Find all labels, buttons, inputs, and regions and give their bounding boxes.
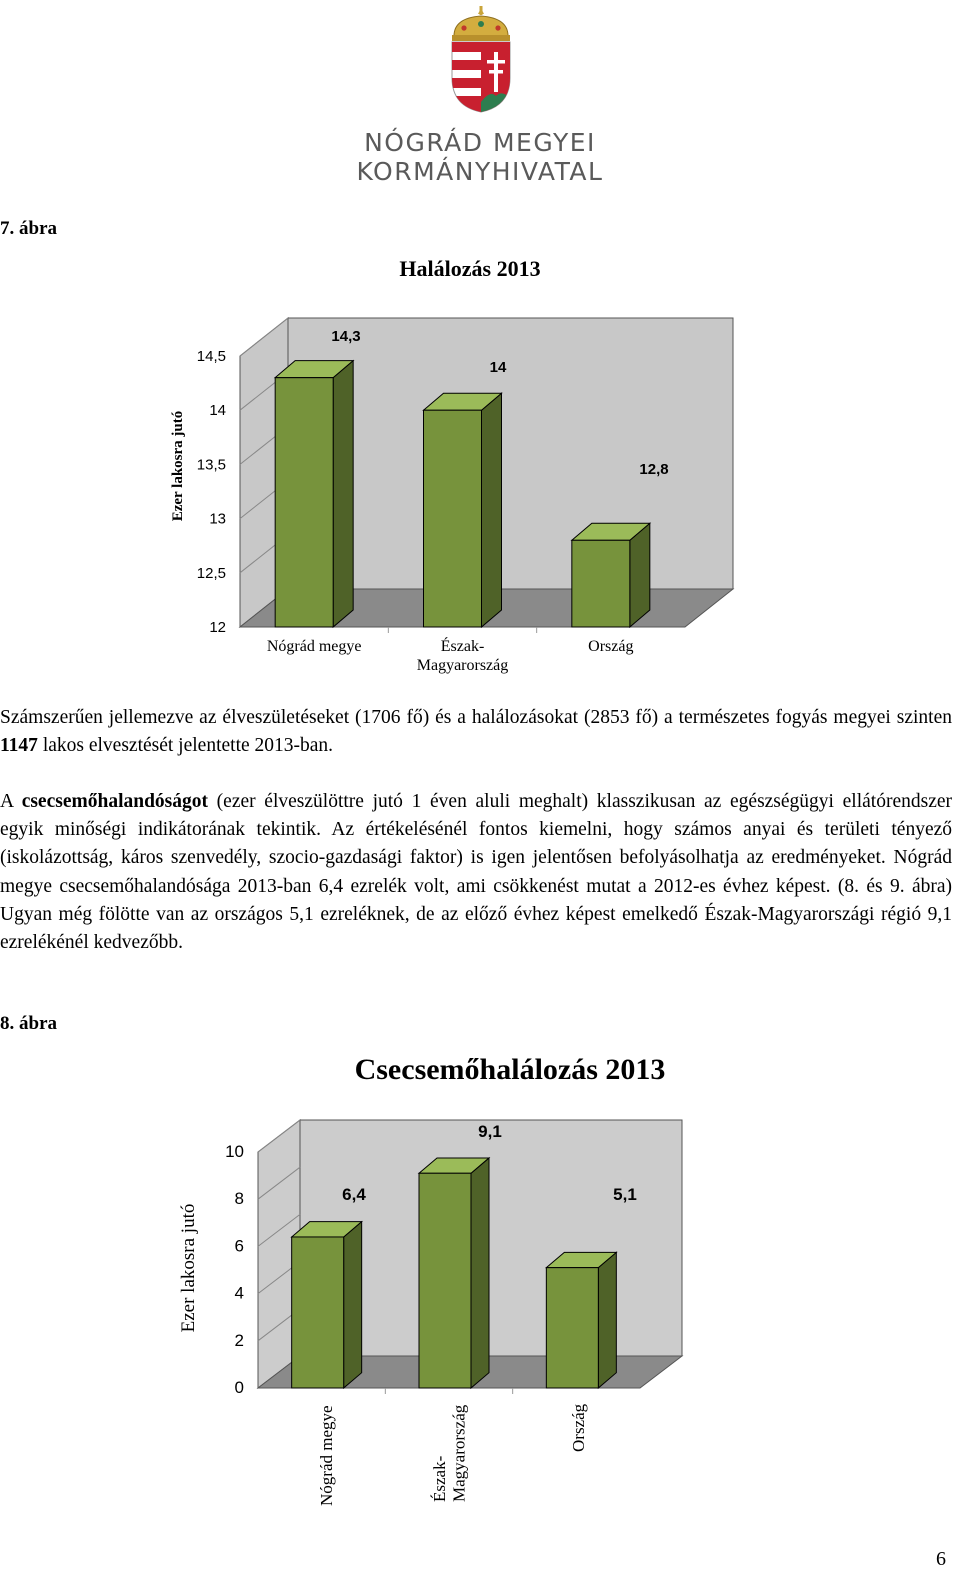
category-label: Nógrád megye (267, 638, 362, 655)
bar-side (470, 1156, 490, 1390)
coat-of-arms-logo (451, 6, 511, 113)
paragraph-1-text-a: Számszerűen jellemezve az élveszületések… (0, 707, 952, 728)
org-name-line1: NÓGRÁD MEGYEI (364, 128, 596, 157)
page-number: 6 (936, 1548, 946, 1570)
figure-7-label: 7. ábra (0, 218, 57, 239)
bar-side (597, 1251, 617, 1390)
y-tick-label: 6 (235, 1236, 244, 1255)
y-gridline (239, 317, 289, 357)
y-tick-label: 12,5 (197, 565, 226, 582)
bar-side (343, 1220, 363, 1390)
data-label: 12,8 (639, 461, 668, 478)
category-label-line: Nógrád megye (317, 1405, 336, 1506)
figure-8-label: 8. ábra (0, 1013, 57, 1034)
chart-title: Halálozás 2013 (399, 256, 540, 281)
category-label-line: Nógrád megye (267, 638, 362, 655)
y-axis-label: Ezer lakosra jutó (170, 411, 186, 522)
y-tick-label: 0 (235, 1378, 244, 1397)
data-label: 9,1 (478, 1122, 502, 1141)
y-gridline (257, 1166, 301, 1200)
y-tick-label: 4 (235, 1284, 244, 1303)
category-label-line: Észak- (430, 1455, 449, 1502)
category-label: Ország (588, 638, 633, 655)
chart-title: Csecsemőhalálozás 2013 (355, 1053, 666, 1086)
bar (274, 377, 334, 628)
bar (545, 1267, 599, 1389)
paragraph-1: Számszerűen jellemezve az élveszületések… (0, 704, 952, 760)
category-label: Nógrád megye (317, 1405, 336, 1506)
y-tick-label: 10 (225, 1142, 244, 1161)
paragraph-1-text-b: lakos elvesztését jelentette 2013-ban. (37, 735, 334, 757)
bar (571, 539, 631, 628)
category-label: Ország (569, 1403, 588, 1452)
y-tick-label: 13 (209, 511, 226, 528)
y-tick-label: 12 (209, 619, 226, 636)
y-gridline (257, 1214, 301, 1247)
y-axis-label: Ezer lakosra jutó (178, 1204, 199, 1333)
mortality-chart: Halálozás 2013 12 12,5 13 13,5 14 14,5 Ezer lak… (170, 256, 735, 674)
category-label-line: Magyarország (450, 1404, 469, 1502)
y-tick-label: 8 (235, 1189, 244, 1208)
data-label: 14,3 (331, 328, 360, 345)
paragraph-2-bold: csecsemőhalandóságot (21, 791, 209, 812)
paragraph-2: A csecsemőhalandóságot (ezer élveszülött… (0, 788, 952, 957)
paragraph-2-text-b: (ezer élveszülöttre jutó 1 éven aluli me… (0, 791, 952, 954)
y-gridline (257, 1119, 301, 1153)
data-label: 14 (490, 359, 507, 376)
category-label: Észak-Magyarország (430, 1404, 469, 1502)
infant-mortality-chart: Csecsemőhalálozás 2013 0 2 4 6 8 10 Ezer lakosr… (178, 1053, 684, 1506)
paragraph-2-text-a: A (0, 791, 22, 812)
data-label: 5,1 (613, 1185, 637, 1204)
y-tick-label: 14,5 (197, 348, 226, 365)
bar (418, 1172, 472, 1389)
y-tick-label: 13,5 (197, 456, 226, 473)
data-label: 6,4 (342, 1185, 366, 1204)
category-label-line: Ország (569, 1403, 588, 1452)
category-label-line: Észak- (441, 636, 485, 655)
y-tick-label: 2 (235, 1331, 244, 1350)
bar (423, 409, 482, 628)
bar (291, 1236, 345, 1389)
category-label-line: Magyarország (417, 657, 509, 674)
paragraph-1-bold: 1147 (0, 735, 38, 757)
org-name-line2: KORMÁNYHIVATAL (356, 157, 604, 186)
y-tick-label: 14 (209, 402, 226, 419)
category-label: Észak- Magyarország (417, 636, 509, 674)
category-label-line: Ország (588, 638, 633, 655)
